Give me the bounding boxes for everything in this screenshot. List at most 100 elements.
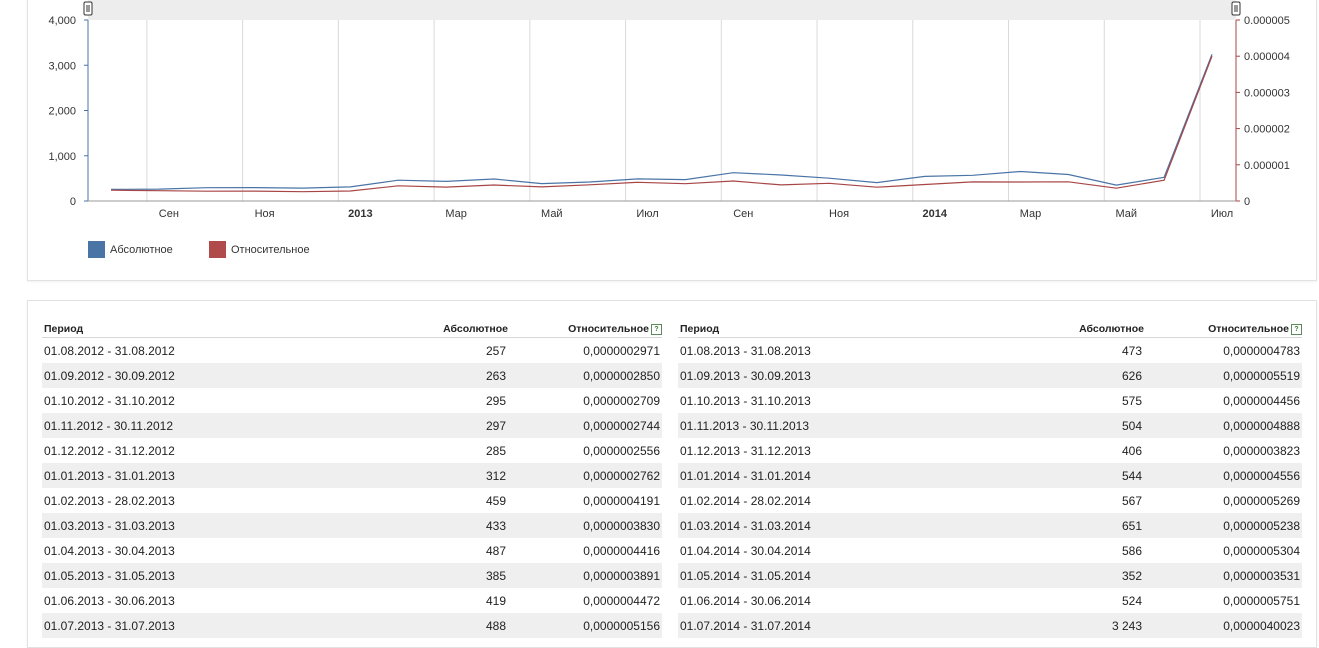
y-left-tick-label: 0 (70, 196, 76, 208)
cell-absolute: 295 (485, 393, 506, 408)
cell-period: 01.10.2012 - 31.10.2012 (44, 393, 175, 408)
table-row: 01.06.2013 - 30.06.2013 419 0,0000004472 (42, 588, 662, 613)
table-panel: Период Абсолютное Относительное? 01.08.2… (27, 300, 1317, 648)
table-row: 01.06.2014 - 30.06.2014 524 0,0000005751 (678, 588, 1302, 613)
table-row: 01.01.2014 - 31.01.2014 544 0,0000004556 (678, 463, 1302, 488)
help-icon[interactable]: ? (651, 323, 662, 335)
table-row: 01.10.2012 - 31.10.2012 295 0,0000002709 (42, 388, 662, 413)
legend-label-absolute: Абсолютное (110, 243, 173, 256)
cell-relative: 0,0000004191 (583, 493, 660, 508)
cell-absolute: 626 (1032, 363, 1144, 388)
x-tick-label: Сен (733, 208, 753, 220)
cell-relative: 0,0000005238 (1144, 513, 1302, 538)
cell-period: 01.11.2012 - 30.11.2012 (42, 413, 386, 438)
table-row: 01.12.2013 - 31.12.2013 406 0,0000003823 (678, 438, 1302, 463)
cell-absolute: 459 (485, 493, 506, 508)
y-left-tick-label: 3,000 (48, 60, 76, 72)
cell-period: 01.12.2013 - 31.12.2013 (680, 443, 811, 458)
legend-label-relative: Относительное (231, 243, 310, 256)
legend-swatch-absolute (88, 241, 105, 258)
cell-relative: 0,0000005751 (1223, 593, 1300, 608)
x-tick-label: Май (541, 208, 563, 220)
legend-relative[interactable]: Относительное (209, 241, 310, 258)
cell-relative: 0,0000005156 (508, 613, 662, 638)
table-header-row: Период Абсолютное Относительное? (678, 315, 1302, 338)
cell-absolute: 312 (386, 463, 508, 488)
table-row: 01.08.2012 - 31.08.2012 257 0,0000002971 (42, 338, 662, 364)
y-right-tick-label: 0.000004 (1244, 51, 1290, 63)
cell-period: 01.04.2013 - 30.04.2013 (44, 543, 175, 558)
table-row: 01.08.2013 - 31.08.2013 473 0,0000004783 (678, 338, 1302, 364)
table-row: 01.07.2013 - 31.07.2013 488 0,0000005156 (42, 613, 662, 638)
table-header-row: Период Абсолютное Относительное? (42, 315, 662, 338)
legend-absolute[interactable]: Абсолютное (88, 241, 173, 258)
table-row: 01.05.2013 - 31.05.2013 385 0,0000003891 (42, 563, 662, 588)
table-row: 01.02.2013 - 28.02.2013 459 0,0000004191 (42, 488, 662, 513)
header-period[interactable]: Период (678, 315, 1032, 338)
header-relative[interactable]: Относительное? (1144, 315, 1302, 338)
cell-period: 01.05.2014 - 31.05.2014 (678, 563, 1032, 588)
table-row: 01.11.2013 - 30.11.2013 504 0,0000004888 (678, 413, 1302, 438)
help-icon[interactable]: ? (1291, 323, 1302, 335)
cell-relative: 0,0000003823 (1223, 443, 1300, 458)
cell-period: 01.06.2014 - 30.06.2014 (680, 593, 811, 608)
cell-absolute: 487 (485, 543, 506, 558)
x-tick-label: Ноя (255, 208, 275, 220)
table-row: 01.11.2012 - 30.11.2012 297 0,0000002744 (42, 413, 662, 438)
cell-relative: 0,0000002762 (508, 463, 662, 488)
table-row: 01.03.2014 - 31.03.2014 651 0,0000005238 (678, 513, 1302, 538)
x-tick-label: Мар (445, 208, 467, 220)
cell-absolute: 567 (1121, 493, 1142, 508)
cell-period: 01.12.2012 - 31.12.2012 (44, 443, 175, 458)
cell-relative: 0,0000002709 (583, 393, 660, 408)
cell-relative: 0,0000003891 (508, 563, 662, 588)
cell-absolute: 651 (1032, 513, 1144, 538)
cell-period: 01.05.2013 - 31.05.2013 (42, 563, 386, 588)
range-handle-right[interactable] (1231, 1, 1241, 16)
cell-relative: 0,0000003531 (1144, 563, 1302, 588)
cell-period: 01.07.2013 - 31.07.2013 (42, 613, 386, 638)
header-absolute[interactable]: Абсолютное (386, 315, 508, 338)
table-row: 01.02.2014 - 28.02.2014 567 0,0000005269 (678, 488, 1302, 513)
cell-period: 01.03.2014 - 31.03.2014 (678, 513, 1032, 538)
y-right-tick-label: 0.000001 (1244, 160, 1290, 172)
cell-absolute: 352 (1032, 563, 1144, 588)
cell-period: 01.08.2013 - 31.08.2013 (680, 343, 811, 358)
cell-period: 01.03.2013 - 31.03.2013 (42, 513, 386, 538)
table-row: 01.09.2012 - 30.09.2012 263 0,0000002850 (42, 363, 662, 388)
header-period[interactable]: Период (42, 315, 386, 338)
y-left-tick-label: 2,000 (48, 106, 76, 118)
cell-relative: 0,0000005269 (1223, 493, 1300, 508)
cell-absolute: 385 (386, 563, 508, 588)
series-line-absolute (110, 54, 1213, 190)
line-chart: 0 1,000 2,000 3,000 4,000 0 0.000001 0.000002 0.… (48, 0, 1290, 220)
x-tick-label: Июл (636, 208, 658, 220)
cell-relative: 0,0000002556 (583, 443, 660, 458)
chart-panel: 0 1,000 2,000 3,000 4,000 0 0.000001 0.000002 0.… (27, 0, 1317, 281)
cell-period: 01.06.2013 - 30.06.2013 (44, 593, 175, 608)
y-left-tick-label: 1,000 (48, 151, 76, 163)
table-row: 01.05.2014 - 31.05.2014 352 0,0000003531 (678, 563, 1302, 588)
cell-relative: 0,0000005519 (1144, 363, 1302, 388)
header-relative-label: Относительное (568, 323, 649, 335)
cell-period: 01.04.2014 - 30.04.2014 (680, 543, 811, 558)
range-handle-left[interactable] (83, 1, 93, 16)
table-row: 01.04.2013 - 30.04.2013 487 0,0000004416 (42, 538, 662, 563)
y-right-tick-label: 0.000003 (1244, 87, 1290, 99)
cell-relative: 0,0000004456 (1223, 393, 1300, 408)
x-tick-label: Мар (1020, 208, 1042, 220)
cell-relative: 0,0000004556 (1144, 463, 1302, 488)
cell-period: 01.07.2014 - 31.07.2014 (678, 613, 1032, 638)
cell-period: 01.01.2013 - 31.01.2013 (42, 463, 386, 488)
header-absolute[interactable]: Абсолютное (1032, 315, 1144, 338)
cell-period: 01.01.2014 - 31.01.2014 (678, 463, 1032, 488)
cell-relative: 0,0000002971 (583, 343, 660, 358)
range-selector-band (88, 0, 1236, 20)
y-left-tick-label: 4,000 (48, 15, 76, 27)
cell-relative: 0,0000004416 (583, 543, 660, 558)
data-table-left: Период Абсолютное Относительное? 01.08.2… (42, 315, 662, 638)
header-relative[interactable]: Относительное? (508, 315, 662, 338)
series-line-relative (110, 55, 1213, 193)
cell-absolute: 433 (386, 513, 508, 538)
table-row: 01.01.2013 - 31.01.2013 312 0,0000002762 (42, 463, 662, 488)
